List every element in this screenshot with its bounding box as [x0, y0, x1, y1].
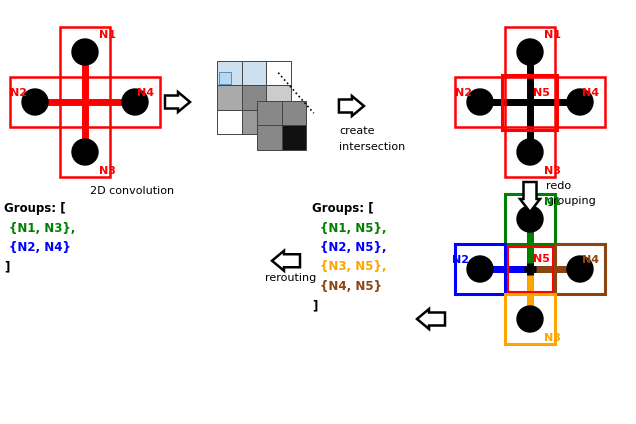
Text: N4: N4	[137, 88, 154, 98]
Text: Groups: [: Groups: [	[312, 202, 373, 215]
Circle shape	[467, 256, 493, 282]
Circle shape	[22, 89, 48, 115]
Text: {N3, N5},: {N3, N5},	[320, 260, 387, 273]
Circle shape	[517, 139, 543, 165]
Text: redo: redo	[546, 181, 571, 191]
Text: {N2, N5},: {N2, N5},	[320, 241, 387, 254]
Bar	[505, 294, 555, 344]
Bar	[60, 27, 110, 77]
Bar	[219, 73, 232, 84]
Bar	[10, 77, 60, 127]
Text: {N2, N4}: {N2, N4}	[9, 241, 71, 254]
Bar	[455, 244, 505, 294]
Bar	[60, 127, 110, 177]
Text: N2: N2	[452, 255, 469, 265]
Circle shape	[72, 139, 98, 165]
Text: 2D convolution: 2D convolution	[90, 186, 174, 196]
Polygon shape	[339, 96, 364, 116]
Text: N5: N5	[533, 88, 550, 98]
Circle shape	[567, 89, 593, 115]
Circle shape	[567, 256, 593, 282]
Text: {N1, N5},: {N1, N5},	[320, 221, 387, 234]
Text: {N4, N5}: {N4, N5}	[320, 280, 382, 293]
Bar	[505, 127, 555, 177]
Text: {N1, N3},: {N1, N3},	[9, 221, 76, 234]
Bar	[217, 85, 242, 109]
Circle shape	[467, 89, 493, 115]
Text: create: create	[339, 126, 375, 136]
Circle shape	[517, 39, 543, 65]
Circle shape	[122, 89, 148, 115]
Polygon shape	[417, 309, 445, 329]
Bar	[502, 75, 558, 129]
Bar	[266, 109, 291, 134]
Bar	[217, 61, 242, 85]
Text: ]: ]	[4, 260, 10, 273]
Bar	[508, 246, 553, 292]
Polygon shape	[272, 251, 300, 271]
Circle shape	[72, 39, 98, 65]
Text: N1: N1	[99, 30, 116, 40]
Bar	[455, 77, 505, 127]
Text: rerouting: rerouting	[265, 273, 317, 283]
Bar	[242, 109, 266, 134]
Bar	[282, 101, 307, 126]
Bar	[266, 61, 291, 85]
Bar	[555, 77, 605, 127]
Bar	[242, 85, 266, 109]
Bar	[505, 194, 555, 244]
Text: N2: N2	[455, 88, 472, 98]
Bar	[555, 244, 605, 294]
Polygon shape	[165, 92, 190, 112]
Bar	[505, 27, 555, 77]
Circle shape	[517, 306, 543, 332]
Text: N4: N4	[582, 255, 599, 265]
Text: ]: ]	[312, 299, 317, 312]
Bar	[110, 77, 160, 127]
Circle shape	[517, 206, 543, 232]
Text: intersection: intersection	[339, 142, 405, 152]
Text: N1: N1	[544, 197, 561, 207]
Text: N3: N3	[99, 166, 116, 176]
Bar	[258, 126, 282, 150]
Bar	[217, 109, 242, 134]
Polygon shape	[520, 182, 540, 212]
Text: N2: N2	[10, 88, 27, 98]
Bar	[282, 126, 307, 150]
Text: grouping: grouping	[546, 196, 596, 206]
Text: N4: N4	[582, 88, 599, 98]
Text: N1: N1	[544, 30, 561, 40]
Text: Groups: [: Groups: [	[4, 202, 66, 215]
Bar	[242, 61, 266, 85]
Text: N5: N5	[533, 254, 550, 264]
Bar	[266, 85, 291, 109]
Text: N3: N3	[544, 166, 561, 176]
Text: N3: N3	[544, 333, 561, 343]
Bar	[258, 101, 282, 126]
